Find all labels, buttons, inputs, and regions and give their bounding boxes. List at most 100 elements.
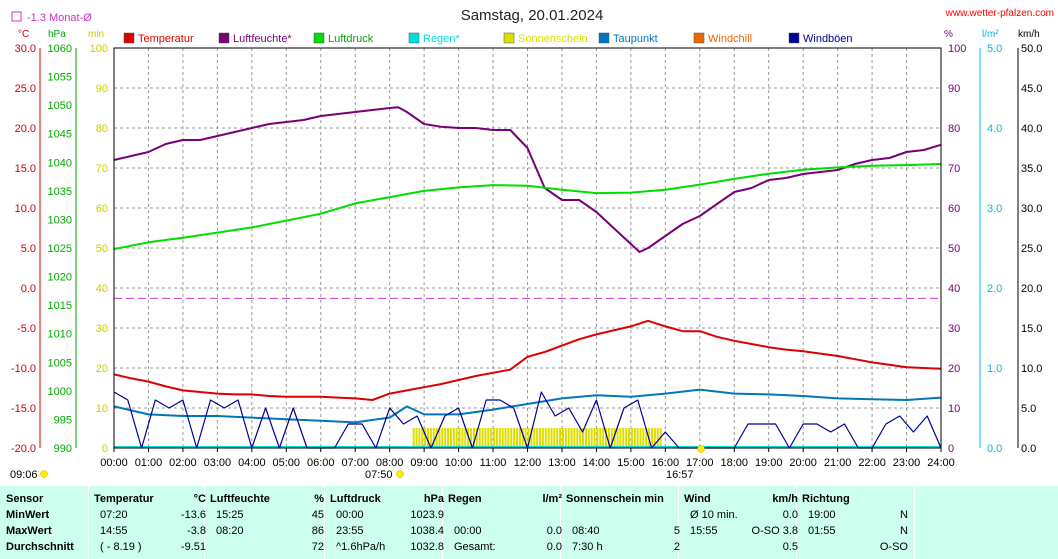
table-cell-value: -3.8 [187,525,206,537]
humidity-axis-tick: 20 [948,363,960,375]
wind-axis-tick: 50.0 [1021,43,1042,55]
sunshine-bar [493,428,496,448]
table-cell-value: 1038.4 [410,525,444,537]
pressure-axis-tick: 1000 [48,386,72,398]
sunshine-bar [630,428,633,448]
sunrise-icon [396,470,404,478]
x-tick-label: 04:00 [238,457,266,469]
wind-axis-tick: 45.0 [1021,83,1042,95]
site-link[interactable]: www.wetter-pfalzen.com [945,8,1054,19]
table-cell-time: 00:00 [454,525,482,537]
column-header: Sensor [6,493,44,505]
table-cell-value: -13.6 [180,509,206,521]
sunshine-bar [418,428,421,448]
humidity-axis-tick: 90 [948,83,960,95]
sunshine-bar [498,428,501,448]
sunshine-bar [547,428,550,448]
unit-celsius: °C [18,29,29,40]
legend-label: Sonnenschein [518,33,588,45]
x-tick-label: 12:00 [514,457,542,469]
statistics-table: Sensor MinWert MaxWert Durchschnitt Temperat… [0,486,1058,559]
unit-percent: % [944,29,953,40]
sunshine-bar [582,428,585,448]
left-axes: 30.0 25.0 20.0 15.0 10.0 5.0 0.0 -5.0 -10.0 -15.0… [11,43,108,455]
x-tick-label: 06:00 [307,457,335,469]
table-cell-value: 86 [311,525,324,537]
sunshine-bar [524,428,527,448]
sunshine-bar [495,428,498,448]
humidity-axis-tick: 40 [948,283,960,295]
sunset-time: 16:57 [666,469,694,481]
sunshine-bar [521,428,524,448]
sunshine-bar [458,428,461,448]
sunshine-axis-tick: 0 [102,443,108,455]
row-label: Durchschnitt [6,541,74,553]
table-cell-value: 5 [673,525,680,537]
column-unit: % [314,493,324,505]
table-cell-time: ^1.6hPa/h [336,541,386,553]
sunshine-bar [653,428,656,448]
table-cell-value: 2 [673,541,680,553]
sunshine-axis-tick: 80 [96,123,108,135]
legend-label: Temperatur [138,33,194,45]
wind-axis-tick: 5.0 [1021,403,1036,415]
sunshine-bar [464,428,467,448]
wind-axis-tick: 20.0 [1021,283,1042,295]
unit-lm2: l/m² [982,29,999,40]
sunshine-bar [556,428,559,448]
x-tick-label: 20:00 [789,457,817,469]
temperature-axis-tick: 15.0 [15,163,36,175]
sunshine-axis-tick: 70 [96,163,108,175]
sunshine-bar [484,428,487,448]
pressure-axis-tick: 1025 [48,243,72,255]
column-header: Wind [684,493,711,505]
table-column-separator [560,486,561,559]
x-tick-label: 23:00 [893,457,921,469]
wind-axis-tick: 30.0 [1021,203,1042,215]
table-column-separator [442,486,443,559]
sunshine-bar [441,428,444,448]
table-column-separator [914,486,915,559]
table-column-separator [204,486,205,559]
x-tick-label: 10:00 [445,457,473,469]
temperature-axis-tick: -20.0 [11,443,36,455]
x-tick-label: 14:00 [583,457,611,469]
legend-item: Luftfeuchte* [218,32,292,45]
sunshine-bar [536,428,539,448]
temperature-axis-tick: 20.0 [15,123,36,135]
sunshine-bar [412,428,415,448]
sunset-icon [697,445,705,453]
table-cell-value: N [900,509,908,521]
x-tick-label: 00:00 [100,457,128,469]
sunshine-axis-tick: 20 [96,363,108,375]
pressure-axis-tick: 1050 [48,100,72,112]
column-unit: °C [193,493,206,505]
pressure-axis-tick: 1060 [48,43,72,55]
sunshine-bar [561,428,564,448]
legend-swatch [598,32,610,44]
corner-sun-icon [40,470,48,478]
sunshine-bar [461,428,464,448]
table-cell-value: 0.0 [546,541,562,553]
sunshine-bar [610,428,613,448]
sunshine-bar [426,428,430,448]
sunshine-bar [625,428,628,448]
sunshine-bar [616,428,619,448]
grid [114,48,941,448]
table-column-separator [796,486,797,559]
legend-swatch [218,32,230,44]
table-cell-time: 08:40 [572,525,600,537]
column-unit: hPa [423,493,444,505]
humidity-axis-tick: 10 [948,403,960,415]
plot-frame [113,47,942,449]
sunshine-bar [656,428,659,448]
sunshine-axis-tick: 90 [96,83,108,95]
sunshine-bar [541,428,544,448]
legend-swatch [503,32,515,44]
weather-chart: Samstag, 20.01.2024 www.wetter-pfalzen.c… [10,7,1054,481]
table-cell-time: 14:55 [100,525,128,537]
legend-item: Windchill [693,32,752,45]
table-cell-value: O-SO 3.8 [751,525,798,537]
x-tick-label: 19:00 [755,457,783,469]
sunshine-bar [642,428,645,448]
